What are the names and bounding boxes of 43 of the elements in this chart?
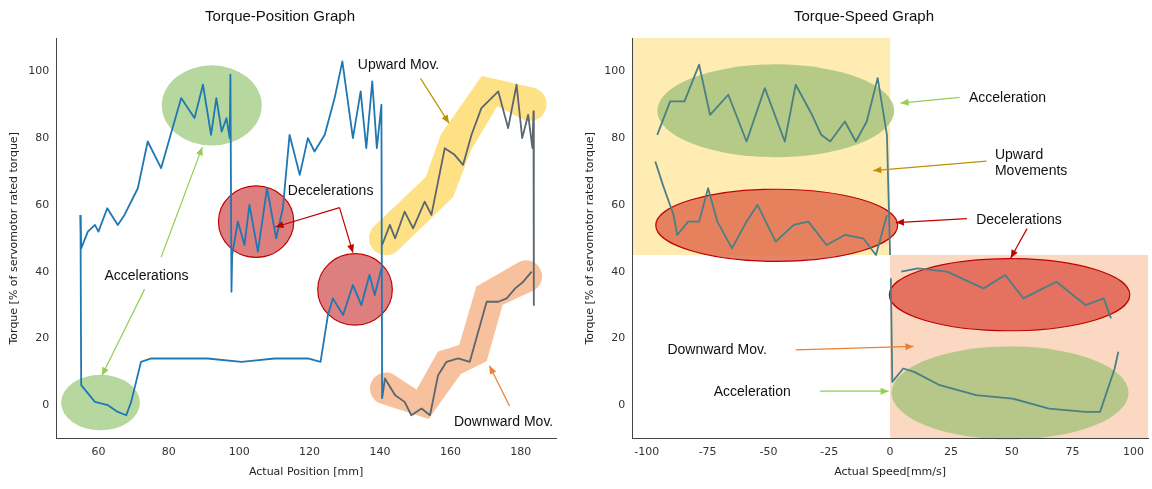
x-tick-label: 60 [91,445,106,459]
annotation: Downward Mov. [667,340,767,357]
x-tick-label: 100 [1122,445,1144,459]
x-axis-title: Actual Position [mm] [248,465,364,479]
x-tick-label: 140 [369,445,391,459]
y-tick-label: 80 [611,131,626,145]
y-tick-label: 100 [604,64,626,78]
x-tick-label: 75 [1065,445,1080,459]
y-tick-label: 20 [611,331,626,345]
annotation: Upward Movements [994,145,1069,178]
chart-title: Torque-Speed Graph [793,7,935,25]
annotation: Decelerations [287,182,374,199]
y-axis-title: Torque [% of servomotor rated torque] [7,132,21,346]
x-tick-label: 160 [439,445,461,459]
x-tick-label: 25 [943,445,958,459]
y-tick-label: 60 [611,197,626,211]
annotation: Acceleration [968,89,1046,106]
x-tick-label: 80 [161,445,176,459]
y-axis-title: Torque [% of servomotor rated torque] [583,132,597,346]
y-tick-label: 60 [35,197,50,211]
x-tick-label: 180 [510,445,532,459]
y-tick-label: 40 [611,264,626,278]
annotation: Decelerations [976,210,1062,227]
annotation: Upward Mov. [357,56,440,73]
y-tick-label: 80 [35,131,50,145]
chart-title: Torque-Position Graph [204,7,356,25]
annotation: Acceleration [713,383,791,400]
y-tick-label: 40 [35,264,50,278]
x-tick-label: 120 [299,445,321,459]
x-tick-label: -100 [634,445,660,459]
annotation: Accelerations [104,267,189,284]
x-axis-title: Actual Speed[mm/s] [834,465,947,479]
x-tick-label: 0 [886,445,894,459]
y-tick-label: 100 [28,64,50,78]
y-tick-label: 20 [35,331,50,345]
x-tick-label: 100 [228,445,250,459]
y-tick-label: 0 [42,398,50,412]
x-tick-label: 50 [1004,445,1019,459]
x-tick-label: -75 [698,445,717,459]
x-tick-label: -25 [820,445,839,459]
x-tick-label: -50 [759,445,778,459]
y-tick-label: 0 [618,398,626,412]
annotation: Downward Mov. [453,412,554,429]
